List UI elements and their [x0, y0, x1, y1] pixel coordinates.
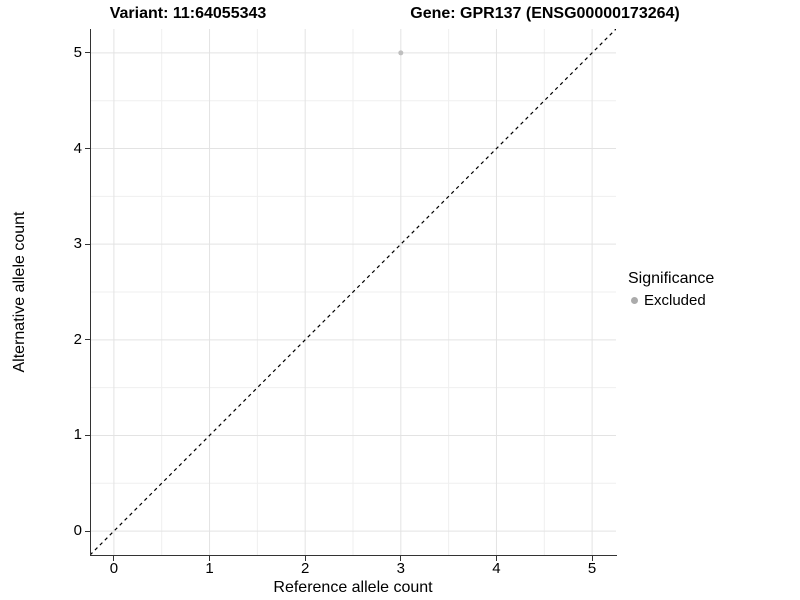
y-tick-label: 4 [73, 139, 82, 157]
legend-item-excluded: Excluded [628, 291, 714, 310]
legend-title: Significance [628, 270, 715, 287]
y-tick-mark [85, 530, 90, 532]
y-tick-label: 5 [73, 43, 82, 61]
x-tick-mark [304, 556, 306, 561]
x-tick-mark [113, 556, 115, 561]
plot-title-variant: Variant: 11:64055343 [109, 5, 267, 22]
x-tick-label: 2 [301, 560, 310, 577]
x-tick-label: 1 [205, 560, 214, 577]
y-axis-line [90, 29, 91, 556]
y-tick-label: 3 [73, 235, 82, 253]
y-tick-mark [85, 243, 90, 245]
x-tick-label: 3 [396, 560, 405, 577]
x-axis-line [90, 555, 617, 556]
legend-item-label: Excluded [644, 292, 706, 309]
y-axis-title: Alternative allele count [11, 211, 28, 373]
y-tick-mark [85, 52, 90, 54]
y-tick-mark [85, 339, 90, 341]
identity-line [90, 29, 616, 555]
x-tick-label: 5 [587, 560, 597, 577]
x-tick-label: 0 [109, 560, 119, 577]
y-tick-label: 0 [73, 522, 82, 540]
x-tick-mark [495, 556, 497, 561]
data-point [398, 50, 404, 56]
x-tick-mark [400, 556, 402, 561]
plot-panel: Reference allele count Alternative allel… [11, 29, 617, 596]
x-tick-mark [209, 556, 211, 561]
plot-canvas [90, 29, 616, 555]
x-axis-title: Reference allele count [273, 579, 433, 596]
legend: Significance Excluded [628, 269, 714, 310]
x-tick-label: 4 [492, 560, 501, 577]
plot-title-gene: Gene: GPR137 (ENSG00000173264) [410, 5, 680, 22]
y-tick-label: 1 [73, 426, 82, 444]
y-tick-label: 2 [73, 330, 82, 348]
y-tick-mark [85, 148, 90, 150]
x-tick-mark [591, 556, 593, 561]
excluded-point-icon [631, 297, 638, 304]
y-tick-mark [85, 434, 90, 436]
